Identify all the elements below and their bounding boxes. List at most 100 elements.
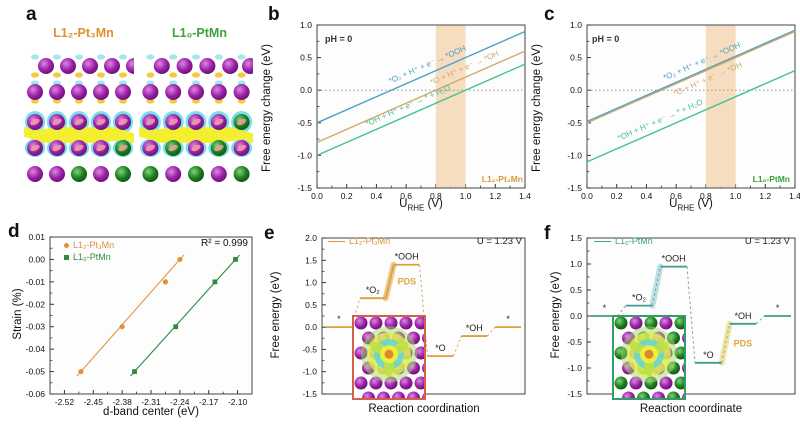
legend-label: L1₀-PtMn	[73, 252, 111, 262]
legend-label: L1₂-Pt₃Mn	[349, 236, 391, 246]
svg-text:0.5: 0.5	[570, 53, 582, 63]
panel-b-y-axis-label: Free energy change (eV)	[261, 44, 273, 172]
svg-text:1.4: 1.4	[789, 191, 800, 201]
x-label-unit: (V)	[694, 198, 713, 210]
panel-a-label: a	[26, 4, 37, 25]
legend-label: L1₀-PtMn	[615, 236, 653, 246]
svg-text:0.2: 0.2	[611, 191, 623, 201]
panel-c-y-axis-label: Free energy change (eV)	[531, 44, 543, 172]
panel-e-y-axis-label: Free energy (eV)	[270, 271, 282, 359]
svg-text:0.8: 0.8	[430, 191, 442, 201]
svg-text:-0.02: -0.02	[26, 299, 46, 309]
svg-text:-0.04: -0.04	[26, 344, 46, 354]
panel-f-structure-inset	[612, 315, 686, 400]
svg-text:*: *	[337, 314, 341, 324]
panel-d-legend-item-ptmn: L1₀-PtMn	[64, 252, 111, 262]
svg-text:0.0: 0.0	[570, 85, 582, 95]
svg-text:PDS: PDS	[398, 276, 417, 286]
panel-b-ph-annotation: pH = 0	[325, 34, 353, 44]
svg-text:0.00: 0.00	[28, 254, 45, 264]
svg-text:-1.5: -1.5	[567, 389, 582, 399]
svg-text:0.0: 0.0	[311, 191, 323, 201]
svg-text:0.6: 0.6	[400, 191, 412, 201]
svg-text:-0.5: -0.5	[567, 118, 582, 128]
panel-f-x-axis-label: Reaction coordinate	[639, 403, 743, 415]
svg-text:-0.5: -0.5	[567, 337, 582, 347]
svg-text:0.4: 0.4	[371, 191, 383, 201]
legend-marker-square	[64, 254, 69, 260]
structure-image-ptmn	[139, 50, 253, 190]
svg-text:*O₂: *O₂	[366, 285, 381, 295]
svg-text:0.0: 0.0	[305, 322, 317, 332]
svg-text:*OH: *OH	[734, 311, 751, 321]
svg-text:PDS: PDS	[734, 338, 753, 348]
structure-title-ptmn: L1₀-PtMn	[172, 26, 227, 40]
svg-text:1.5: 1.5	[305, 255, 317, 265]
svg-text:0.0: 0.0	[570, 311, 582, 321]
svg-text:*: *	[776, 303, 780, 313]
svg-text:1.4: 1.4	[519, 191, 531, 201]
svg-text:-0.05: -0.05	[26, 367, 46, 377]
panel-f-legend: L1₀-PtMn	[594, 236, 653, 246]
panel-c-label: c	[544, 4, 555, 25]
panel-e-potential-label: U = 1.23 V	[476, 236, 522, 247]
svg-text:-2.52: -2.52	[55, 397, 75, 407]
svg-text:*OOH: *OOH	[662, 254, 686, 264]
x-label-unit: (V)	[424, 198, 443, 210]
svg-text:0.4: 0.4	[641, 191, 653, 201]
svg-text:-2.45: -2.45	[84, 397, 104, 407]
structure-image-pt3mn	[24, 50, 134, 190]
svg-text:0.5: 0.5	[570, 285, 582, 295]
svg-text:0.5: 0.5	[300, 53, 312, 63]
svg-text:1.2: 1.2	[489, 191, 501, 201]
svg-text:*O: *O	[435, 343, 446, 353]
panel-c-x-axis-label: URHE (V)	[641, 198, 741, 212]
panel-c-chart: 0.0 0.2 0.4 0.6 0.8 1.0 1.2 1.4 1.0 0.5 0.0 -0.5 -1.…	[567, 20, 800, 201]
svg-text:1.0: 1.0	[570, 259, 582, 269]
panel-e-x-axis-label: Reaction coordination	[368, 403, 480, 415]
svg-text:-0.01: -0.01	[26, 277, 46, 287]
panel-d-r-squared: R² = 0.999	[201, 238, 248, 249]
svg-text:0.0: 0.0	[581, 191, 593, 201]
panel-d-legend-item-pt3mn: L1₂-Pt₃Mn	[64, 240, 114, 250]
panel-f-label: f	[544, 223, 551, 244]
x-label-subscript: RHE	[407, 203, 425, 213]
svg-text:-1.5: -1.5	[297, 183, 312, 193]
panel-d-chart: -2.52 -2.45 -2.38 -2.31 -2.24 -2.17 -2.10 0.01 0…	[26, 232, 253, 407]
svg-text:0.0: 0.0	[300, 85, 312, 95]
svg-text:*: *	[506, 314, 510, 324]
svg-text:*O: *O	[703, 350, 714, 360]
svg-text:-2.31: -2.31	[141, 397, 161, 407]
panel-d-x-axis-label: d-band center (eV)	[103, 406, 199, 418]
legend-marker-circle	[64, 242, 69, 248]
svg-text:-1.5: -1.5	[302, 389, 317, 399]
svg-text:-0.5: -0.5	[297, 118, 312, 128]
x-label-symbol: U	[669, 198, 678, 210]
svg-text:1.0: 1.0	[570, 20, 582, 30]
svg-text:0.6: 0.6	[670, 191, 682, 201]
svg-text:*: *	[603, 303, 607, 313]
svg-text:-2.17: -2.17	[199, 397, 219, 407]
legend-label: L1₂-Pt₃Mn	[73, 240, 115, 250]
svg-text:-1.0: -1.0	[302, 367, 317, 377]
panel-e-legend: L1₂-Pt₃Mn	[328, 236, 390, 246]
svg-text:1.5: 1.5	[570, 233, 582, 243]
svg-text:0.5: 0.5	[305, 300, 317, 310]
panel-e-label: e	[264, 223, 275, 244]
svg-text:*OOH: *OOH	[395, 252, 419, 262]
panel-c-ph-annotation: pH = 0	[592, 34, 620, 44]
svg-text:1.0: 1.0	[730, 191, 742, 201]
svg-text:-0.06: -0.06	[26, 389, 46, 399]
svg-text:-1.0: -1.0	[567, 363, 582, 373]
svg-text:0.01: 0.01	[28, 232, 45, 242]
panel-e-structure-inset	[352, 315, 426, 400]
panel-f-potential-label: U = 1.23 V	[744, 236, 790, 247]
svg-text:*OH: *OH	[466, 323, 483, 333]
panel-d-label: d	[8, 221, 20, 242]
svg-text:1.0: 1.0	[300, 20, 312, 30]
panel-b-chart: 0.0 0.2 0.4 0.6 0.8 1.0 1.2 1.4 1.0 0.5 0.0 -0.5 -1.…	[297, 20, 531, 201]
svg-text:0.2: 0.2	[341, 191, 353, 201]
svg-text:-2.10: -2.10	[228, 397, 248, 407]
legend-line-sample	[328, 240, 345, 242]
